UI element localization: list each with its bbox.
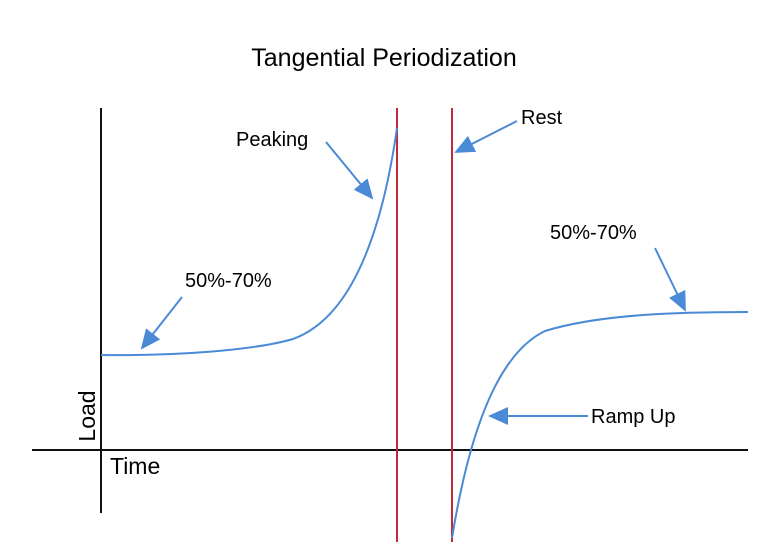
diagram-title: Tangential Periodization [251, 44, 516, 72]
x-axis-label: Time [110, 453, 160, 479]
ramp-up-label: Ramp Up [591, 406, 675, 428]
rest-arrow [454, 120, 518, 153]
right-range-label: 50%-70% [550, 222, 637, 244]
peaking-arrow [325, 141, 374, 200]
rest-label: Rest [521, 107, 563, 129]
peaking-label: Peaking [236, 129, 308, 151]
pre-peak-load-curve [100, 127, 398, 357]
left-range-label: 50%-70% [185, 270, 272, 292]
right-range-arrow [654, 247, 686, 312]
left-range-arrow [140, 296, 183, 350]
post-rest-load-curve [451, 311, 749, 539]
y-axis-label: Load [74, 390, 100, 441]
